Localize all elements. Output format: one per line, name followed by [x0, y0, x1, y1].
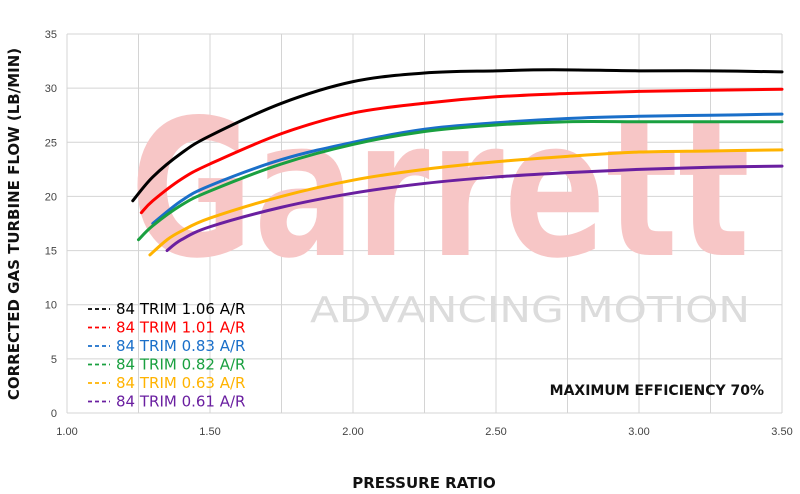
watermark-brand: Garrett [130, 79, 750, 300]
series-line [148, 148, 784, 257]
y-tick-label: 20 [45, 191, 57, 203]
series-line [151, 112, 784, 225]
legend-entry: 84 TRIM 1.06 A/R [116, 300, 245, 318]
y-tick-label: 10 [45, 300, 57, 312]
x-tick-label: 1.00 [56, 426, 77, 438]
series-line [137, 119, 784, 242]
y-tick-label: 15 [45, 246, 57, 258]
x-tick-label: 3.50 [771, 426, 792, 438]
legend: 84 TRIM 1.06 A/R84 TRIM 1.01 A/R84 TRIM … [88, 300, 245, 411]
y-tick-label: 35 [45, 29, 57, 41]
series-line [131, 68, 784, 203]
legend-entry: 84 TRIM 0.82 A/R [116, 356, 245, 374]
y-tick-label: 5 [51, 354, 57, 366]
grid [66, 33, 783, 414]
series-lines [131, 68, 784, 257]
x-tick-label: 2.00 [342, 426, 363, 438]
y-tick-label: 25 [45, 137, 57, 149]
annotation-max-efficiency: MAXIMUM EFFICIENCY 70% [550, 383, 764, 399]
x-tick-label: 2.50 [485, 426, 506, 438]
y-tick-label: 0 [51, 408, 57, 420]
x-axis-label: PRESSURE RATIO [352, 474, 495, 492]
series-line [139, 87, 784, 215]
legend-entry: 84 TRIM 0.61 A/R [116, 393, 245, 411]
legend-entry: 84 TRIM 1.01 A/R [116, 319, 245, 337]
x-tick-label: 3.00 [628, 426, 649, 438]
y-axis-label: CORRECTED GAS TURBINE FLOW (LB/MIN) [5, 48, 23, 400]
axis-ticks: 1.00 1.50 2.00 2.50 3.00 3.50 0 5 10 15 20 25 30 35 [45, 29, 793, 438]
y-tick-label: 30 [45, 83, 57, 95]
legend-entry: 84 TRIM 0.63 A/R [116, 374, 245, 392]
legend-entry: 84 TRIM 0.83 A/R [116, 337, 245, 355]
watermark-tagline: ADVANCING MOTION [310, 290, 750, 331]
series-line [165, 164, 784, 253]
x-tick-label: 1.50 [199, 426, 220, 438]
